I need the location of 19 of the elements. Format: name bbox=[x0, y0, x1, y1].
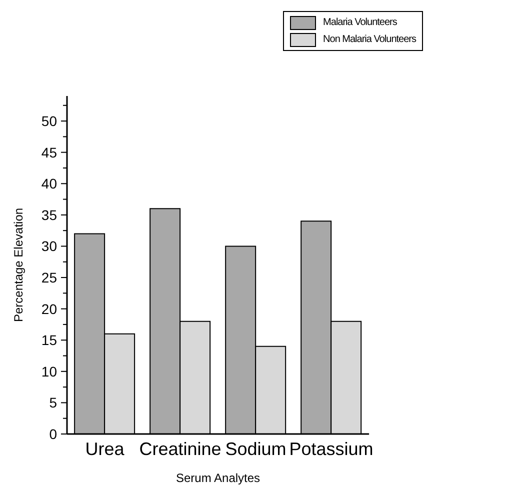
x-tick-label: Creatinine bbox=[139, 438, 222, 459]
y-tick-label: 50 bbox=[41, 113, 58, 130]
y-tick-label: 5 bbox=[49, 394, 58, 411]
y-tick-label: 35 bbox=[41, 206, 58, 223]
x-tick-label: Potassium bbox=[289, 438, 374, 459]
y-axis-title: Percentage Elevation bbox=[11, 208, 26, 322]
legend-label: Malaria Volunteers bbox=[323, 17, 397, 28]
y-tick-label: 15 bbox=[41, 332, 58, 348]
legend-label: Non Malaria Volunteers bbox=[323, 34, 416, 45]
y-tick-label: 10 bbox=[41, 363, 58, 380]
y-tick-label: 0 bbox=[49, 426, 58, 442]
y-tick-label: 40 bbox=[41, 176, 58, 192]
x-axis-title: Serum Analytes bbox=[176, 471, 260, 485]
y-tick-label: 20 bbox=[41, 300, 58, 317]
y-tick-label: 25 bbox=[41, 270, 58, 286]
y-tick-label: 45 bbox=[41, 144, 58, 160]
x-tick-label: Sodium bbox=[225, 438, 286, 459]
x-tick-label: Urea bbox=[85, 438, 126, 459]
y-tick-label: 30 bbox=[41, 238, 58, 254]
